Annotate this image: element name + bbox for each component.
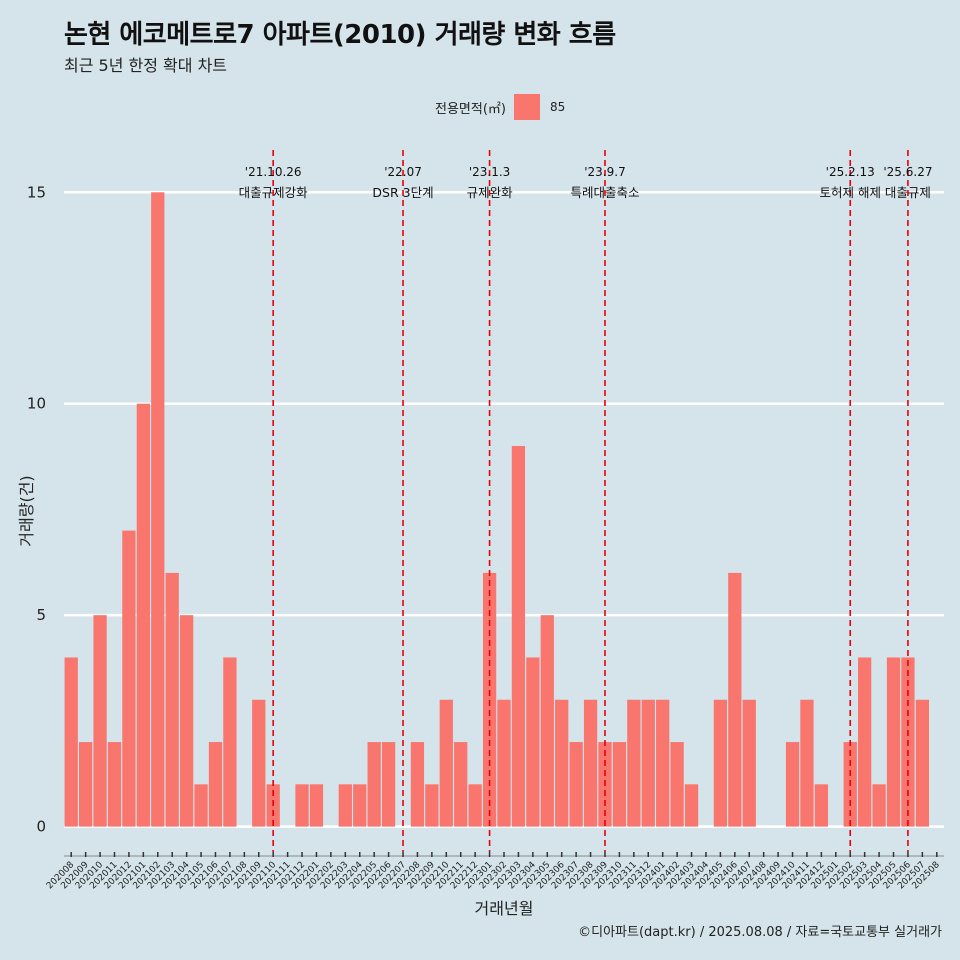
event-date: '21.10.26	[245, 165, 302, 179]
bar	[540, 615, 554, 827]
bar	[136, 403, 150, 827]
chart-subtitle: 최근 5년 한정 확대 차트	[64, 56, 228, 75]
bar	[742, 699, 756, 827]
bar	[425, 784, 439, 827]
bar	[338, 784, 352, 827]
bar	[93, 615, 107, 827]
bar	[79, 742, 93, 827]
bar	[526, 657, 540, 827]
bar	[886, 657, 901, 827]
legend-title: 전용면적(㎡)	[435, 101, 506, 117]
source-caption: ©디아파트(dapt.kr) / 2025.08.08 / 자료=국토교통부 실…	[578, 925, 942, 940]
event-date: '25.2.13	[826, 165, 875, 179]
bar	[641, 699, 655, 827]
bar	[122, 530, 136, 827]
event-label: 토허제 해제	[819, 185, 880, 200]
bar	[583, 699, 598, 827]
bar	[497, 699, 511, 827]
y-tick-label: 15	[27, 183, 46, 201]
legend: 전용면적(㎡) 85	[435, 94, 565, 120]
bar	[800, 699, 814, 827]
legend-swatch	[513, 94, 540, 120]
bar	[555, 699, 569, 827]
bar	[656, 699, 670, 827]
bar	[785, 742, 800, 827]
bar	[208, 742, 223, 827]
y-tick-label: 0	[36, 818, 46, 836]
bar	[107, 742, 122, 827]
y-tick-label: 5	[36, 606, 46, 624]
y-tick-label: 10	[27, 395, 46, 413]
bar	[468, 784, 482, 827]
bar	[612, 742, 627, 827]
bar	[728, 572, 742, 827]
bar	[814, 784, 829, 827]
bar	[627, 699, 641, 827]
bar	[64, 657, 78, 827]
bar	[151, 192, 165, 827]
bar	[381, 742, 396, 827]
bar	[439, 699, 453, 827]
event-label: 규제완화	[467, 185, 514, 200]
event-label: 대출규제강화	[239, 185, 309, 200]
bar	[165, 572, 179, 827]
bar	[511, 446, 526, 827]
bar	[353, 784, 367, 827]
legend-label: 85	[549, 100, 566, 114]
bar	[309, 784, 324, 827]
bar	[713, 699, 728, 827]
bar	[179, 615, 194, 827]
chart-title: 논현 에코메트로7 아파트(2010) 거래량 변화 흐름	[64, 20, 616, 50]
event-date: '25.6.27	[883, 165, 932, 179]
bar	[872, 784, 886, 827]
bar	[915, 699, 929, 827]
bar	[482, 572, 497, 827]
event-label: DSR 3단계	[372, 185, 433, 200]
event-label: 대출규제	[885, 185, 931, 200]
bar	[858, 657, 872, 827]
bar	[684, 784, 699, 827]
x-axis-title: 거래년월	[475, 899, 534, 918]
event-label: 특례대출축소	[570, 185, 639, 200]
y-axis-title: 거래량(건)	[17, 475, 36, 546]
bar	[252, 699, 266, 827]
bar	[223, 657, 237, 827]
bar	[569, 742, 583, 827]
event-date: '23.1.3	[469, 165, 510, 179]
bar	[367, 742, 381, 827]
event-date: '22.07	[384, 165, 422, 179]
event-date: '23.9.7	[584, 165, 625, 179]
bar	[410, 742, 425, 827]
bar	[295, 784, 309, 827]
bar	[670, 742, 684, 827]
bar	[194, 784, 208, 827]
bar	[454, 742, 468, 827]
